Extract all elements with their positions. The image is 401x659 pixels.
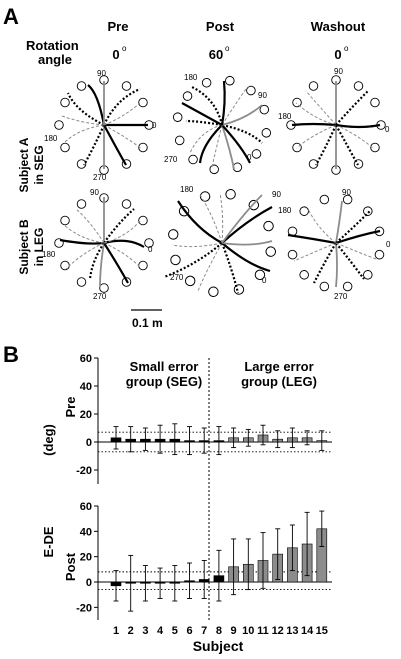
column-header-pre: Pre — [108, 19, 129, 34]
x-tick-label: 15 — [316, 625, 328, 637]
direction-label-270: 270 — [334, 292, 348, 301]
direction-label-270: 270 — [93, 292, 107, 301]
trajectory-diagram-subject-b-post: 180 90 270 0 — [151, 172, 293, 314]
trajectory-diagram-subject-a-pre: 90 180 0 270 — [44, 69, 157, 182]
rotation-angle-pre: 0 — [112, 47, 119, 62]
bar-chart-post: -20 0 20 40 60 — [76, 501, 332, 620]
y-tick-label: 60 — [80, 501, 92, 513]
trajectory-diagram-subject-b-pre: 90 180 0 270 — [42, 188, 154, 301]
x-tick-label: 12 — [272, 625, 284, 637]
direction-label-0: 0 — [148, 245, 153, 254]
row-label-subject-b-line2: in LEG — [32, 228, 46, 267]
x-tick-label: 10 — [242, 625, 254, 637]
x-tick-label: 4 — [157, 625, 164, 637]
direction-label-0: 0 — [385, 125, 390, 134]
y-tick-label: 60 — [80, 353, 92, 365]
x-axis-label: Subject — [193, 638, 244, 654]
group-label-seg-line2: group (SEG) — [126, 374, 203, 389]
direction-label-90: 90 — [272, 190, 281, 199]
trajectory-diagram-subject-a-post: 180 90 270 0 — [158, 61, 286, 189]
x-tick-label: 1 — [113, 625, 119, 637]
degree-sign: o — [122, 44, 127, 53]
direction-label-270: 270 — [164, 155, 178, 164]
direction-label-180: 180 — [180, 185, 194, 194]
y-tick-label: 20 — [80, 552, 92, 564]
x-tick-label: 9 — [231, 625, 237, 637]
y-tick-label: 40 — [80, 526, 92, 538]
group-label-leg-line1: Large error — [244, 359, 313, 374]
x-tick-label: 14 — [301, 625, 314, 637]
x-tick-label: 6 — [186, 625, 192, 637]
y-tick-label: -20 — [76, 465, 92, 477]
y-tick-label: 0 — [86, 577, 92, 589]
x-tick-label: 11 — [257, 625, 269, 637]
direction-label-90: 90 — [90, 188, 99, 197]
group-label-seg-line1: Small error — [130, 359, 199, 374]
x-tick-label: 5 — [172, 625, 178, 637]
x-tick-label: 13 — [286, 625, 298, 637]
direction-label-90: 90 — [342, 188, 351, 197]
y-tick-label: 20 — [80, 409, 92, 421]
direction-label-180: 180 — [184, 73, 198, 82]
subject-tick-labels: 1 2 3 4 5 6 7 8 9 10 11 12 13 14 15 — [113, 625, 328, 637]
trajectory-diagram-subject-b-washout: 90 180 0 270 — [275, 182, 397, 304]
direction-label-180: 180 — [278, 206, 292, 215]
scale-bar-label: 0.1 m — [132, 316, 163, 330]
rotation-angle-post: 60 — [209, 47, 223, 62]
rotation-angle-label-line1: Rotation — [26, 38, 79, 53]
direction-label-90: 90 — [258, 91, 267, 100]
direction-label-180: 180 — [42, 250, 56, 259]
y-tick-label: 40 — [80, 381, 92, 393]
x-tick-label: 2 — [128, 625, 134, 637]
row-label-subject-a-line2: in SEG — [32, 145, 46, 184]
row-label-subject-b-line1: Subject B — [17, 219, 31, 275]
degree-sign: o — [225, 44, 230, 53]
column-header-washout: Washout — [311, 19, 366, 34]
direction-label-0: 0 — [262, 276, 267, 285]
x-tick-label: 8 — [216, 625, 222, 637]
direction-label-0: 0 — [247, 153, 252, 162]
trajectory-diagram-subject-a-washout: 90 180 0 — [278, 67, 390, 175]
y-axis-sublabel-pre: Pre — [63, 397, 78, 418]
y-tick-label: -20 — [76, 602, 92, 614]
panel-a-letter: A — [3, 4, 19, 29]
direction-label-270: 270 — [170, 273, 184, 282]
rotation-angle-washout: 0 — [334, 47, 341, 62]
direction-label-90: 90 — [97, 69, 106, 78]
panel-b-letter: B — [3, 342, 19, 367]
y-tick-label: 0 — [86, 437, 92, 449]
direction-label-0: 0 — [386, 240, 391, 249]
y-axis-label-main: E-DE — [41, 526, 56, 557]
y-axis-sublabel-post: Post — [63, 552, 78, 581]
y-axis-label-unit: (deg) — [41, 424, 56, 456]
bar-chart-pre: -20 0 20 40 60 — [76, 353, 332, 484]
direction-label-90: 90 — [334, 67, 343, 76]
degree-sign: o — [344, 44, 349, 53]
direction-label-180: 180 — [44, 134, 58, 143]
column-header-post: Post — [206, 19, 235, 34]
x-tick-label: 3 — [142, 625, 148, 637]
group-label-leg-line2: group (LEG) — [241, 374, 317, 389]
direction-label-0: 0 — [152, 121, 157, 130]
rotation-angle-label-line2: angle — [38, 52, 72, 67]
direction-label-270: 270 — [93, 173, 107, 182]
row-label-subject-a-line1: Subject A — [17, 137, 31, 192]
direction-label-180: 180 — [278, 112, 292, 121]
x-tick-label: 7 — [201, 625, 207, 637]
